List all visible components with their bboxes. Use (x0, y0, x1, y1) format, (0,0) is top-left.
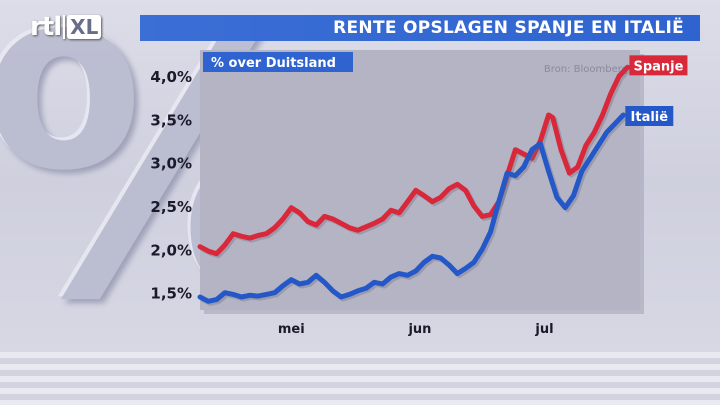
logo-rtl-text: rtl (30, 12, 62, 42)
x-tick-label: jul (534, 322, 553, 337)
series-line-spanje (197, 64, 630, 257)
x-tick-label: jun (407, 322, 431, 337)
background-stripes (0, 352, 720, 405)
logo-xl-text: XL (67, 15, 102, 39)
series-line-italie (197, 112, 626, 304)
series-label: Italië (631, 110, 669, 125)
y-tick-label: 3,5% (150, 111, 192, 129)
chart-subtitle: % over Duitsland (211, 56, 336, 71)
logo-divider (63, 15, 66, 39)
x-tick-label: mei (278, 322, 305, 337)
title-bar: RENTE OPSLAGEN SPANJE EN ITALIË (140, 15, 700, 41)
series-label: Spanje (633, 59, 683, 74)
subtitle-box (203, 52, 353, 72)
y-tick-label: 4,0% (150, 68, 192, 86)
chart-title: RENTE OPSLAGEN SPANJE EN ITALIË (333, 18, 684, 38)
y-tick-label: 3,0% (150, 155, 192, 173)
y-tick-label: 1,5% (150, 285, 192, 303)
y-tick-label: 2,0% (150, 241, 192, 259)
series-label-box (629, 55, 688, 76)
y-tick-label: 2,5% (150, 198, 192, 216)
channel-logo: rtl XL (30, 12, 102, 42)
chart-source: Bron: Bloomberg (544, 64, 628, 75)
series-label-box (625, 106, 674, 126)
